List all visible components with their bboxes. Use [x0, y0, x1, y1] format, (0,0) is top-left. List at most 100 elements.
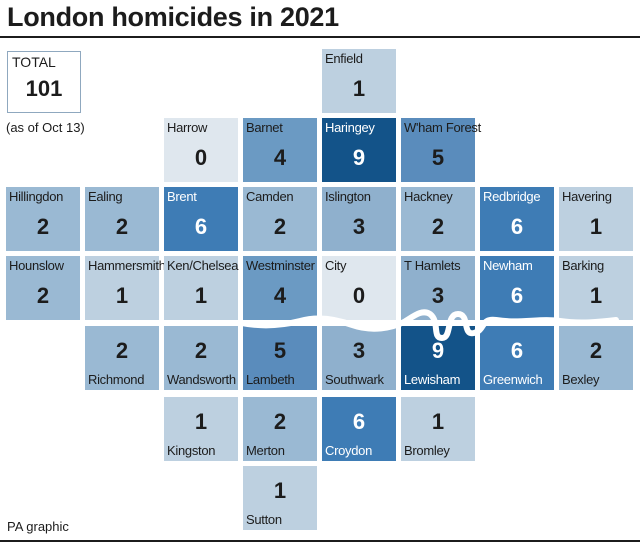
borough-name: T Hamlets — [404, 258, 461, 273]
borough-name: Bexley — [562, 372, 600, 387]
borough-name: Haringey — [325, 120, 375, 135]
borough-tile-newham: Newham 6 — [480, 256, 554, 320]
total-box: TOTAL 101 — [7, 51, 81, 113]
borough-name: Hillingdon — [9, 189, 64, 204]
borough-count: 2 — [115, 214, 129, 239]
borough-tile-lewisham: 9 Lewisham — [401, 326, 475, 390]
borough-name: Bromley — [404, 443, 450, 458]
borough-tile-harrow: Harrow 0 — [164, 118, 238, 182]
borough-name: Lambeth — [246, 372, 295, 387]
borough-tile-ken-chelsea: Ken/Chelsea 1 — [164, 256, 238, 320]
borough-count: 2 — [194, 338, 208, 363]
borough-name: Harrow — [167, 120, 208, 135]
borough-tile-camden: Camden 2 — [243, 187, 317, 251]
borough-name: Lewisham — [404, 372, 461, 387]
borough-name: Ken/Chelsea — [167, 258, 239, 273]
borough-tile-barnet: Barnet 4 — [243, 118, 317, 182]
borough-count: 1 — [273, 478, 287, 503]
borough-tile-city: City 0 — [322, 256, 396, 320]
borough-count: 1 — [352, 76, 366, 101]
borough-count: 5 — [431, 145, 445, 170]
borough-count: 2 — [589, 338, 603, 363]
borough-name: Redbridge — [483, 189, 541, 204]
borough-tile-hounslow: Hounslow 2 — [6, 256, 80, 320]
borough-name: W'ham Forest — [404, 120, 481, 135]
borough-count: 6 — [352, 409, 366, 434]
borough-tile-croydon: 6 Croydon — [322, 397, 396, 461]
borough-name: Sutton — [246, 512, 282, 527]
borough-count: 1 — [194, 283, 208, 308]
borough-count: 3 — [352, 338, 366, 363]
bottom-rule — [0, 540, 640, 542]
borough-tile-westminster: Westminster 4 — [243, 256, 317, 320]
borough-count: 2 — [115, 338, 129, 363]
borough-tile-wandsworth: 2 Wandsworth — [164, 326, 238, 390]
borough-name: Kingston — [167, 443, 216, 458]
total-value: 101 — [25, 76, 63, 101]
borough-tile-haringey: Haringey 9 — [322, 118, 396, 182]
borough-tile-hillingdon: Hillingdon 2 — [6, 187, 80, 251]
borough-tile-brent: Brent 6 — [164, 187, 238, 251]
borough-name: Hackney — [404, 189, 453, 204]
borough-count: 1 — [194, 409, 208, 434]
borough-name: Croydon — [325, 443, 373, 458]
borough-name: Newham — [483, 258, 533, 273]
borough-count: 2 — [36, 283, 50, 308]
borough-name: Merton — [246, 443, 285, 458]
borough-name: Ealing — [88, 189, 123, 204]
borough-count: 9 — [431, 338, 445, 363]
page-title: London homicides in 2021 — [7, 2, 339, 32]
source-credit: PA graphic — [7, 519, 69, 534]
borough-count: 5 — [273, 338, 287, 363]
borough-count: 3 — [352, 214, 366, 239]
borough-count: 6 — [194, 214, 208, 239]
borough-tile-islington: Islington 3 — [322, 187, 396, 251]
borough-name: Barking — [562, 258, 604, 273]
borough-count: 3 — [431, 283, 445, 308]
borough-name: Wandsworth — [167, 372, 236, 387]
borough-tile-tower-hamlets: T Hamlets 3 — [401, 256, 475, 320]
borough-name: Havering — [562, 189, 612, 204]
borough-tile-kingston: 1 Kingston — [164, 397, 238, 461]
total-label: TOTAL — [12, 54, 56, 70]
borough-name: Barnet — [246, 120, 283, 135]
borough-count: 9 — [352, 145, 366, 170]
borough-count: 2 — [36, 214, 50, 239]
borough-tile-merton: 2 Merton — [243, 397, 317, 461]
borough-tile-lambeth: 5 Lambeth — [243, 326, 317, 390]
borough-tile-southwark: 3 Southwark — [322, 326, 396, 390]
borough-name: Enfield — [325, 51, 363, 66]
borough-tile-enfield: Enfield 1 — [322, 49, 396, 113]
borough-tile-hammersmith: Hammersmith 1 — [85, 256, 166, 320]
title-rule — [0, 36, 640, 38]
borough-tile-barking: Barking 1 — [559, 256, 633, 320]
borough-name: Islington — [325, 189, 371, 204]
borough-count: 2 — [273, 409, 287, 434]
borough-name: Richmond — [88, 372, 145, 387]
borough-tile-waltham-forest: W'ham Forest 5 — [401, 118, 481, 182]
borough-tile-redbridge: Redbridge 6 — [480, 187, 554, 251]
borough-count: 2 — [273, 214, 287, 239]
borough-count: 4 — [273, 145, 287, 170]
borough-tile-greenwich: 6 Greenwich — [480, 326, 554, 390]
borough-tile-hackney: Hackney 2 — [401, 187, 475, 251]
borough-count: 0 — [194, 145, 208, 170]
borough-tile-havering: Havering 1 — [559, 187, 633, 251]
borough-tile-ealing: Ealing 2 — [85, 187, 159, 251]
borough-count: 0 — [352, 283, 366, 308]
borough-count: 4 — [273, 283, 287, 308]
borough-name: Hammersmith — [88, 258, 166, 273]
borough-name: Greenwich — [483, 372, 543, 387]
borough-name: Camden — [246, 189, 294, 204]
borough-count: 1 — [431, 409, 445, 434]
borough-name: Southwark — [325, 372, 384, 387]
borough-tile-sutton: 1 Sutton — [243, 466, 317, 530]
borough-count: 2 — [431, 214, 445, 239]
borough-name: Hounslow — [9, 258, 64, 273]
borough-tile-bromley: 1 Bromley — [401, 397, 475, 461]
borough-name: Westminster — [246, 258, 315, 273]
borough-count: 1 — [589, 283, 603, 308]
borough-tile-bexley: 2 Bexley — [559, 326, 633, 390]
borough-name: Brent — [167, 189, 197, 204]
borough-count: 1 — [115, 283, 129, 308]
